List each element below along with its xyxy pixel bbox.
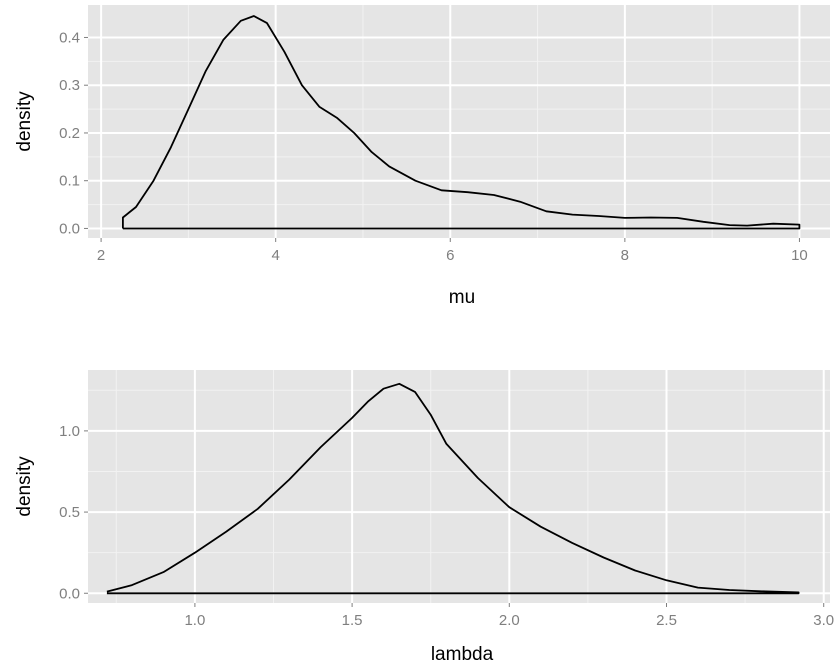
y-tick-label: 0.3 — [59, 77, 80, 94]
y-tick-label: 0.5 — [59, 504, 80, 521]
density-curve — [122, 15, 801, 230]
x-tick-label: 3.0 — [813, 612, 834, 629]
y-tick-label: 0.2 — [59, 125, 80, 142]
y-axis-title: density — [14, 456, 35, 517]
x-tick-label: 6 — [446, 247, 454, 264]
x-axis-title: mu — [449, 287, 475, 308]
plot-panel-background — [88, 370, 830, 603]
density-curve — [106, 382, 800, 595]
lambda-density-plot: 1.0 1.5 2.0 2.5 3.0 0.0 0.5 1.0 lambda density — [14, 370, 834, 665]
plot-panel-background — [88, 5, 830, 238]
x-tick-label: 2.0 — [499, 612, 520, 629]
y-tick-label: 0.0 — [59, 220, 80, 237]
x-tick-label: 1.5 — [342, 612, 363, 629]
y-tick-label: 0.1 — [59, 173, 80, 190]
mu-density-plot: 2 4 6 8 10 0.0 0.1 0.2 0.3 0.4 mu density — [14, 5, 830, 308]
x-axis-title: lambda — [431, 644, 494, 665]
x-tick-label: 4 — [272, 247, 280, 264]
x-tick-label: 10 — [791, 247, 808, 264]
y-tick-label: 0.0 — [59, 585, 80, 602]
y-tick-label: 0.4 — [59, 29, 80, 46]
y-axis-title: density — [14, 91, 35, 152]
x-tick-label: 2.5 — [656, 612, 677, 629]
x-tick-label: 2 — [97, 247, 105, 264]
x-tick-label: 8 — [621, 247, 629, 264]
y-tick-label: 1.0 — [59, 423, 80, 440]
x-tick-label: 1.0 — [184, 612, 205, 629]
